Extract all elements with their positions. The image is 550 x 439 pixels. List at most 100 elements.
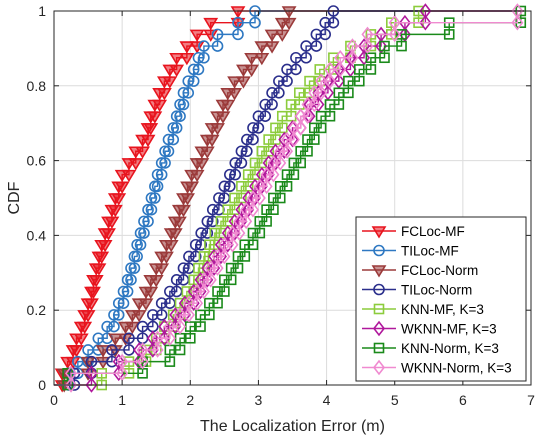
- data-point: [169, 307, 182, 323]
- data-point: [365, 52, 377, 64]
- legend-item: FCLoc-Norm: [362, 263, 478, 278]
- series-line: [54, 10, 524, 386]
- legend-marker: [372, 359, 386, 376]
- data-point: [319, 16, 332, 29]
- data-point: [365, 64, 377, 75]
- data-point: [219, 286, 230, 297]
- data-point: [116, 353, 129, 370]
- data-point: [211, 40, 224, 52]
- data-point: [125, 274, 137, 286]
- data-point: [344, 49, 357, 66]
- data-point: [182, 295, 195, 311]
- data-point: [274, 29, 290, 42]
- data-point: [145, 192, 158, 204]
- legend-label: TILoc-MF: [401, 244, 459, 259]
- data-point: [346, 38, 359, 54]
- data-point: [241, 133, 253, 146]
- data-point: [264, 29, 280, 42]
- data-point: [343, 87, 354, 99]
- data-point: [244, 64, 260, 77]
- data-point: [361, 38, 374, 54]
- data-point: [210, 123, 225, 136]
- data-point: [388, 26, 401, 43]
- data-point: [151, 168, 164, 181]
- data-point: [148, 275, 164, 288]
- data-point: [192, 51, 205, 64]
- data-point: [295, 157, 306, 169]
- data-point: [177, 87, 190, 99]
- legend-label: KNN-Norm, K=3: [401, 341, 499, 356]
- x-tick-label: 2: [186, 392, 194, 408]
- data-point: [262, 166, 275, 183]
- legend-marker: [371, 265, 387, 278]
- data-point: [249, 190, 262, 206]
- data-point: [302, 134, 313, 145]
- legend-label: WKNN-Norm, K=3: [401, 361, 512, 376]
- data-point: [286, 131, 299, 148]
- data-point: [147, 309, 159, 321]
- data-point: [511, 3, 524, 19]
- data-point: [323, 73, 336, 89]
- data-point: [101, 228, 116, 241]
- data-point: [254, 41, 270, 54]
- data-point: [156, 88, 172, 101]
- data-point: [261, 204, 272, 215]
- data-point: [281, 181, 293, 192]
- data-point: [259, 110, 272, 122]
- data-point: [155, 168, 168, 181]
- data-point: [396, 40, 407, 52]
- data-point: [91, 263, 107, 276]
- data-point: [77, 321, 93, 335]
- data-point: [203, 29, 219, 42]
- data-point: [310, 40, 323, 52]
- data-point: [189, 41, 205, 54]
- data-point: [333, 99, 345, 110]
- data-point: [69, 345, 84, 358]
- data-point: [263, 134, 274, 145]
- data-point: [353, 75, 365, 87]
- data-point: [92, 332, 105, 345]
- data-point: [303, 96, 316, 113]
- data-point: [167, 122, 180, 134]
- data-point: [170, 122, 183, 134]
- data-point: [244, 52, 260, 66]
- legend-item: KNN-Norm, K=3: [362, 341, 499, 356]
- data-point: [343, 75, 354, 87]
- data-point: [206, 203, 219, 216]
- data-point: [212, 297, 223, 309]
- legend-item: WKNN-Norm, K=3: [362, 359, 512, 376]
- data-point: [260, 178, 273, 195]
- data-point: [95, 345, 111, 358]
- data-point: [309, 122, 320, 134]
- data-point: [227, 76, 242, 89]
- data-point: [204, 239, 215, 251]
- data-point: [152, 99, 168, 113]
- data-point: [174, 344, 186, 356]
- data-point: [198, 40, 210, 52]
- legend-item: TILoc-MF: [362, 244, 459, 259]
- data-point: [124, 321, 140, 335]
- data-point: [268, 204, 279, 215]
- data-point: [142, 215, 154, 228]
- y-tick-label: 0.4: [27, 227, 47, 243]
- data-point: [232, 262, 244, 274]
- data-point: [111, 193, 127, 206]
- data-point: [315, 85, 328, 101]
- data-point: [246, 201, 259, 218]
- data-point: [281, 75, 293, 87]
- legend-item: KNN-MF, K=3: [362, 302, 484, 317]
- data-point: [361, 26, 374, 43]
- data-point: [86, 286, 101, 300]
- data-point: [266, 98, 278, 111]
- data-point: [162, 145, 175, 158]
- data-point: [146, 330, 159, 347]
- data-point: [108, 309, 120, 321]
- data-point: [97, 239, 113, 253]
- data-point: [241, 145, 253, 158]
- data-point: [252, 122, 265, 134]
- data-point: [229, 168, 242, 181]
- y-tick-label: 0.6: [27, 153, 47, 169]
- data-point: [182, 87, 195, 99]
- data-point: [178, 295, 191, 311]
- legend-marker: [371, 226, 387, 239]
